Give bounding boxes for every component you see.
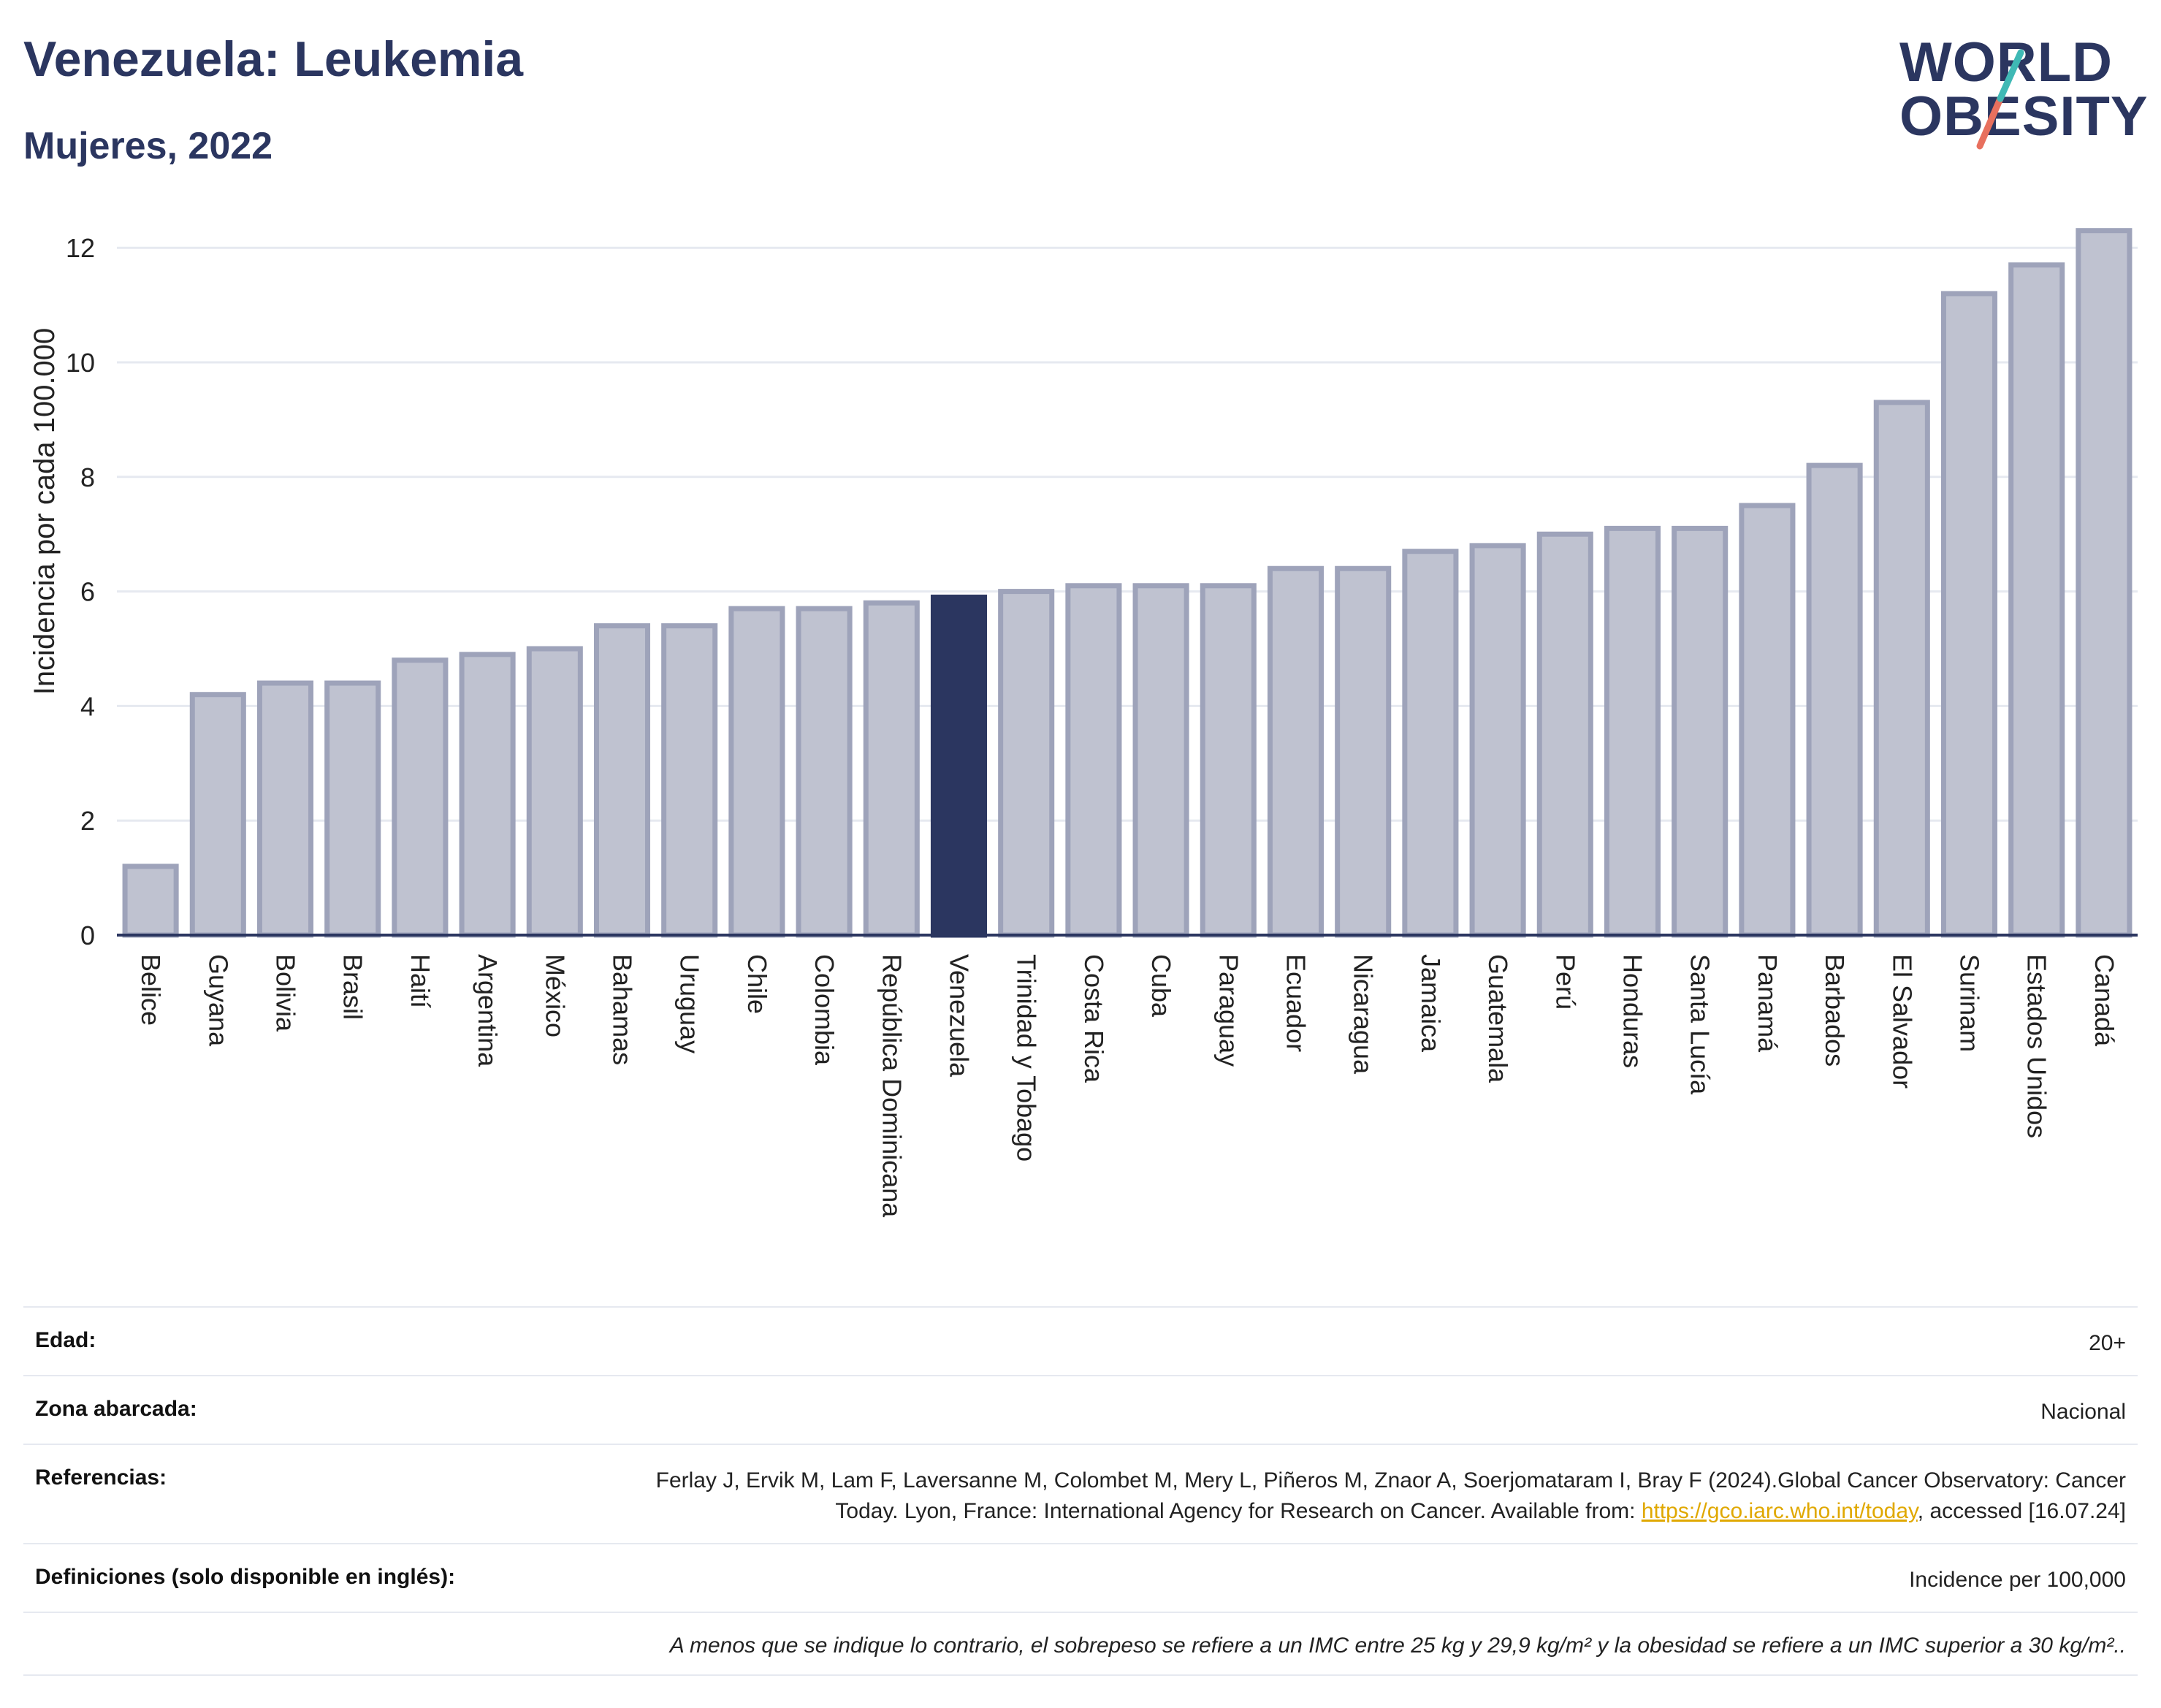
x-tick-label: Guatemala <box>1483 954 1513 1083</box>
y-axis-title: Incidencia por cada 100.000 <box>28 328 61 695</box>
bar-honduras[interactable] <box>1604 525 1661 938</box>
x-tick-label: Paraguay <box>1213 954 1243 1067</box>
footnote: A menos que se indique lo contrario, el … <box>669 1633 2126 1658</box>
bar-colombia[interactable] <box>796 606 853 938</box>
bar-brasil[interactable] <box>324 680 381 938</box>
x-tick-label: Canadá <box>2089 954 2119 1047</box>
bar-belice[interactable] <box>122 863 179 938</box>
x-tick-label: Uruguay <box>675 954 705 1053</box>
bar-ecuador[interactable] <box>1267 565 1325 938</box>
x-tick-label: Perú <box>1550 954 1580 1010</box>
info-table: Edad: 20+ Zona abarcada: Nacional Refere… <box>23 1306 2138 1676</box>
x-tick-label: Honduras <box>1618 954 1648 1068</box>
info-row-zone: Zona abarcada: Nacional <box>23 1375 2138 1444</box>
bar-guyana[interactable] <box>189 692 246 938</box>
x-tick-label: Barbados <box>1820 954 1850 1067</box>
bar-paraguay[interactable] <box>1200 583 1257 938</box>
bar-nicaragua[interactable] <box>1335 565 1392 938</box>
bar-república-dominicana[interactable] <box>863 600 920 938</box>
chart-title: Venezuela: Leukemia <box>23 31 524 87</box>
y-tick-label: 2 <box>80 806 95 836</box>
references-accessed: , accessed [16.07.24] <box>1917 1499 2126 1523</box>
references-label: Referencias: <box>35 1465 167 1490</box>
bar-santa-lucía[interactable] <box>1672 525 1729 938</box>
logo-slash-icon <box>1976 49 2024 150</box>
x-tick-label: Chile <box>742 954 772 1014</box>
chart-subtitle: Mujeres, 2022 <box>23 125 273 167</box>
bar-estados-unidos[interactable] <box>2008 262 2065 938</box>
grid-lines <box>117 246 2138 822</box>
zone-label: Zona abarcada: <box>35 1397 197 1421</box>
x-tick-label: Santa Lucía <box>1685 954 1715 1095</box>
info-row-references: Referencias: Ferlay J, Ervik M, Lam F, L… <box>23 1444 2138 1543</box>
info-row-age: Edad: 20+ <box>23 1306 2138 1375</box>
x-tick-label: Argentina <box>473 954 503 1067</box>
zone-value: Nacional <box>2040 1400 2126 1424</box>
age-value: 20+ <box>2089 1331 2126 1355</box>
bars <box>122 228 2133 938</box>
bar-chart: 0 2 4 6 8 10 12 Belice Guyana Bolivia Brasil Haití A… <box>28 228 2138 1218</box>
bar-méxico[interactable] <box>526 646 583 938</box>
bar-trinidad-y-tobago[interactable] <box>998 589 1055 938</box>
bar-el-salvador[interactable] <box>1873 400 1930 938</box>
x-tick-label: Trinidad y Tobago <box>1012 954 1042 1162</box>
x-tick-label: El Salvador <box>1887 954 1917 1089</box>
world-obesity-logo: WORLD OBESITY <box>1899 29 2148 153</box>
x-tick-label: Ecuador <box>1281 954 1311 1052</box>
x-tick-label: México <box>540 954 570 1037</box>
x-tick-label: Costa Rica <box>1079 954 1109 1083</box>
bar-uruguay[interactable] <box>661 623 718 938</box>
bar-bahamas[interactable] <box>593 623 651 938</box>
bar-jamaica[interactable] <box>1402 549 1459 938</box>
bar-venezuela[interactable] <box>930 594 988 938</box>
age-label: Edad: <box>35 1328 96 1352</box>
x-tick-label: Cuba <box>1146 954 1176 1018</box>
bar-argentina[interactable] <box>459 652 516 938</box>
bar-surinam[interactable] <box>1940 291 1998 938</box>
axes: 0 2 4 6 8 10 12 Belice Guyana Bolivia Brasil Haití A… <box>66 233 2138 1218</box>
definitions-value: Incidence per 100,000 <box>1909 1568 2126 1592</box>
y-tick-label: 12 <box>66 233 95 263</box>
y-tick-label: 10 <box>66 348 95 378</box>
x-tick-label: Nicaragua <box>1349 954 1379 1075</box>
x-tick-label: Surinam <box>1955 954 1985 1052</box>
info-row-definitions: Definiciones (solo disponible en inglés)… <box>23 1543 2138 1612</box>
x-tick-label: Bolivia <box>271 954 301 1032</box>
bar-perú[interactable] <box>1536 531 1593 938</box>
bar-barbados[interactable] <box>1806 462 1863 938</box>
y-tick-label: 0 <box>80 920 95 950</box>
bar-bolivia[interactable] <box>256 680 314 938</box>
references-text: Ferlay J, Ervik M, Lam F, Laversanne M, … <box>655 1468 2126 1523</box>
bar-haití[interactable] <box>392 657 449 938</box>
logo-word-obesity: OBESITY <box>1899 85 2149 148</box>
x-tick-label: Guyana <box>203 954 233 1047</box>
x-tick-label: Haití <box>405 954 435 1008</box>
info-row-note: A menos que se indique lo contrario, el … <box>23 1612 2138 1676</box>
bar-chile[interactable] <box>728 606 785 938</box>
x-tick-label: Panamá <box>1753 954 1783 1053</box>
x-tick-label: Venezuela <box>945 954 975 1078</box>
references-link[interactable]: https://gco.iarc.who.int/today <box>1641 1499 1918 1523</box>
x-tick-label: República Dominicana <box>877 954 907 1218</box>
references-value: Ferlay J, Ervik M, Lam F, Laversanne M, … <box>628 1465 2126 1527</box>
x-tick-label: Bahamas <box>608 954 638 1065</box>
x-tick-label: Colombia <box>809 954 839 1066</box>
y-tick-label: 8 <box>80 462 95 492</box>
bar-cuba[interactable] <box>1132 583 1189 938</box>
x-tick-label: Brasil <box>338 954 368 1020</box>
y-tick-label: 4 <box>80 691 95 721</box>
y-tick-label: 6 <box>80 577 95 607</box>
x-tick-label: Estados Unidos <box>2022 954 2052 1138</box>
bar-guatemala[interactable] <box>1469 543 1526 938</box>
definitions-label: Definiciones (solo disponible en inglés)… <box>35 1565 456 1589</box>
bar-costa-rica[interactable] <box>1065 583 1122 938</box>
bar-panamá[interactable] <box>1739 503 1796 938</box>
bar-canadá[interactable] <box>2076 228 2133 938</box>
x-tick-label: Jamaica <box>1416 954 1446 1053</box>
x-tick-label: Belice <box>136 954 166 1026</box>
